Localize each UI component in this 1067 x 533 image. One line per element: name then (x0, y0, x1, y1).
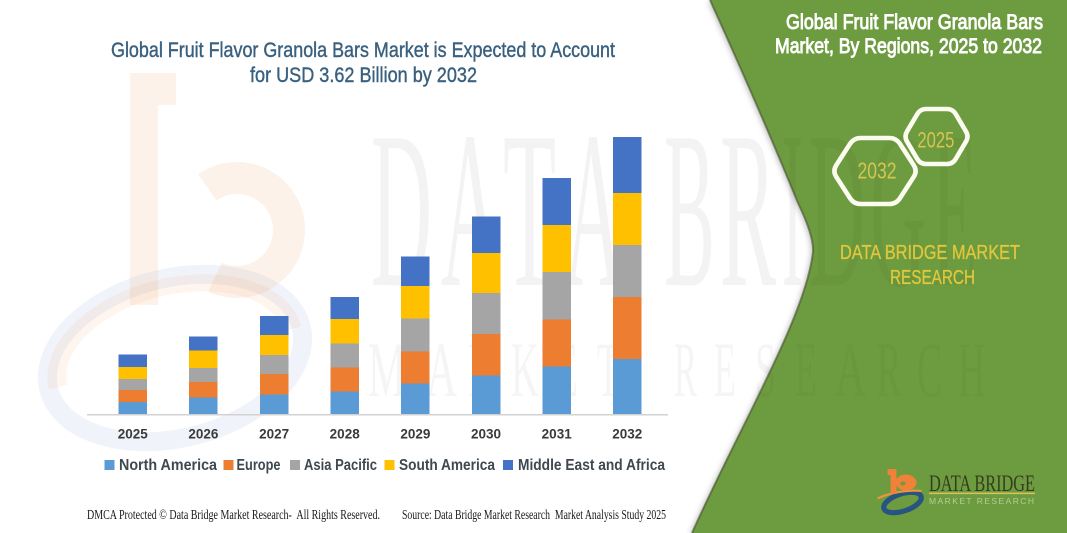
svg-text:B: B (664, 87, 715, 335)
svg-text:2030: 2030 (471, 427, 501, 442)
svg-text:D: D (809, 87, 865, 334)
svg-text:2031: 2031 (542, 427, 573, 442)
svg-text:Global Fruit Flavor Granola Ba: Global Fruit Flavor Granola Bars Market … (111, 39, 615, 62)
svg-text:E: E (714, 328, 736, 414)
svg-text:E: E (932, 86, 977, 335)
svg-text:North America: North America (119, 457, 217, 474)
svg-text:R: R (877, 328, 901, 414)
svg-text:DATA BRIDGE: DATA BRIDGE (929, 471, 1035, 496)
svg-text:M: M (368, 327, 406, 414)
svg-text:2032: 2032 (858, 158, 897, 184)
svg-text:2025: 2025 (917, 128, 954, 153)
svg-text:K: K (511, 328, 539, 414)
svg-text:South America: South America (399, 457, 495, 474)
svg-text:2029: 2029 (400, 427, 430, 442)
svg-text:DMCA Protected © Data Bridge M: DMCA Protected © Data Bridge Market Rese… (87, 507, 380, 522)
svg-text:H: H (958, 327, 985, 414)
svg-text:MARKET RESEARCH: MARKET RESEARCH (929, 496, 1034, 506)
svg-text:Europe: Europe (237, 457, 281, 474)
svg-text:Asia Pacific: Asia Pacific (304, 457, 377, 474)
svg-text:Global Fruit Flavor Granola Ba: Global Fruit Flavor Granola Bars (786, 11, 1043, 34)
svg-text:R: R (674, 327, 697, 414)
svg-text:Middle East and Africa: Middle East and Africa (518, 457, 665, 474)
svg-text:RESEARCH: RESEARCH (890, 267, 975, 289)
svg-text:A: A (426, 327, 457, 414)
svg-text:2032: 2032 (612, 427, 642, 442)
svg-text:2025: 2025 (118, 427, 149, 442)
svg-text:2026: 2026 (188, 427, 219, 442)
svg-text:C: C (917, 327, 942, 414)
svg-text:for USD 3.62 Billion by 2032: for USD 3.62 Billion by 2032 (250, 64, 477, 87)
svg-text:Source: Data Bridge Market Res: Source: Data Bridge Market Research Mark… (402, 507, 666, 522)
svg-text:G: G (870, 87, 926, 334)
svg-text:A: A (835, 327, 866, 414)
svg-text:Market, By Regions, 2025 to 20: Market, By Regions, 2025 to 2032 (775, 35, 1042, 58)
svg-text:DATA BRIDGE MARKET: DATA BRIDGE MARKET (840, 242, 1020, 264)
svg-text:E: E (795, 328, 817, 414)
svg-text:2027: 2027 (259, 427, 289, 442)
svg-text:2028: 2028 (330, 427, 361, 442)
